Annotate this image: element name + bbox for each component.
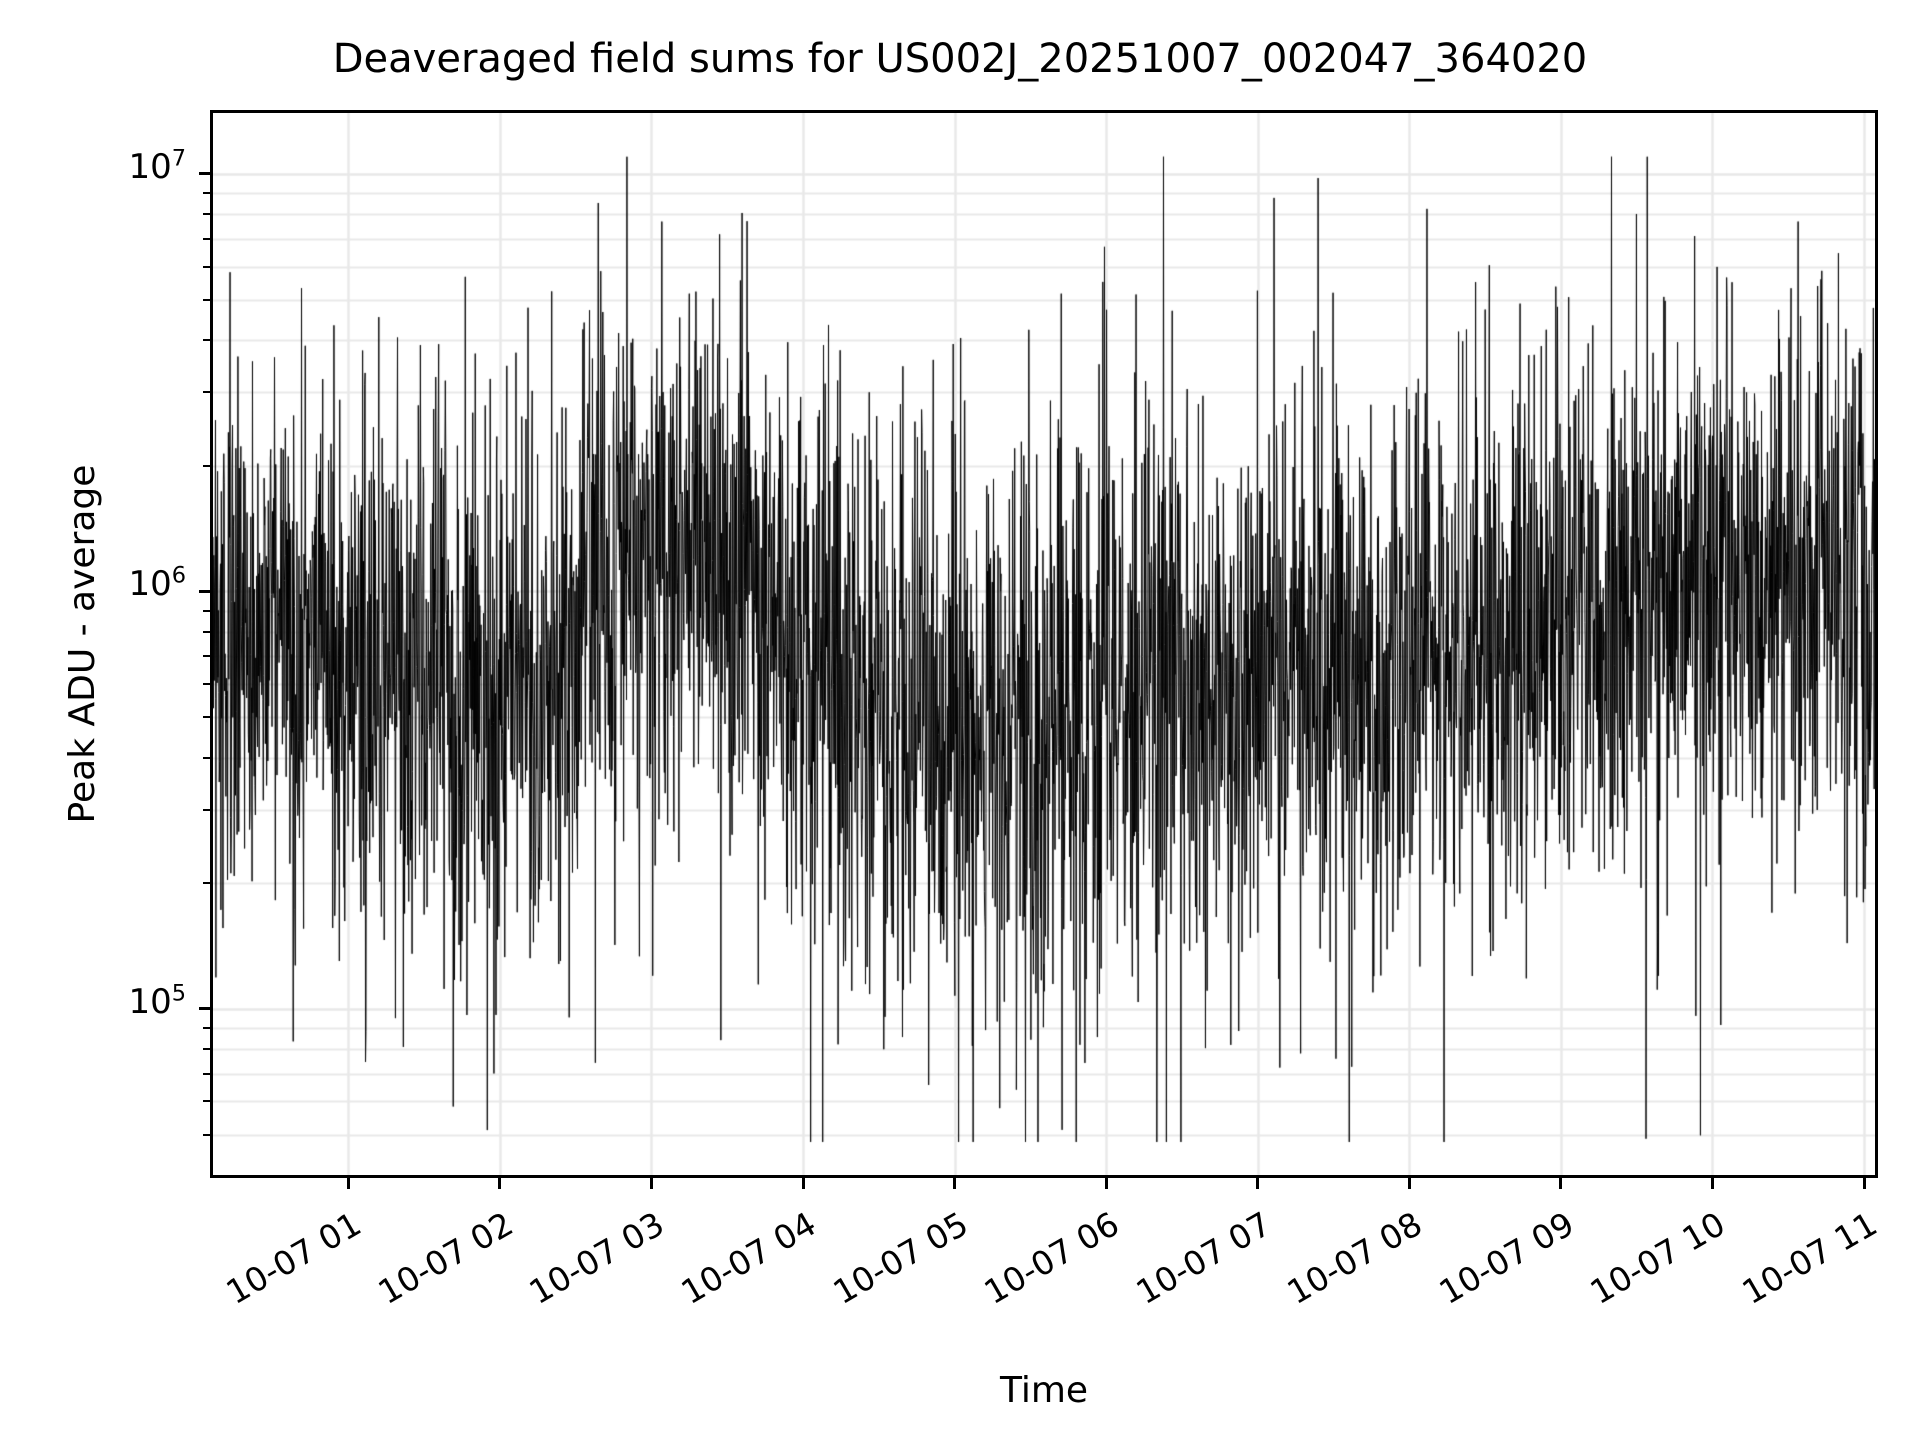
y-tick-minor: [203, 683, 210, 686]
data-series-canvas: [213, 113, 1875, 1175]
y-tick-minor: [203, 1100, 210, 1103]
x-tick-major: [1407, 1178, 1411, 1189]
y-tick-minor: [203, 808, 210, 811]
y-tick-minor: [203, 756, 210, 759]
x-tick-major: [1862, 1178, 1866, 1189]
y-axis-title: Peak ADU - average: [62, 464, 103, 824]
y-tick-minor: [203, 298, 210, 301]
y-tick-minor: [203, 237, 210, 240]
x-tick-major: [498, 1178, 502, 1189]
x-tick-major: [801, 1178, 805, 1189]
y-tick-minor: [203, 464, 210, 467]
y-tick-minor: [203, 630, 210, 633]
x-tick-major: [1256, 1178, 1260, 1189]
y-tick-major: [199, 1007, 210, 1011]
y-tick-minor: [203, 1072, 210, 1075]
y-tick-minor: [203, 192, 210, 195]
y-tick-minor: [203, 1133, 210, 1136]
x-tick-major: [1104, 1178, 1108, 1189]
x-tick-major: [346, 1178, 350, 1189]
y-tick-major: [199, 589, 210, 593]
y-tick-minor: [203, 339, 210, 342]
x-tick-major: [1710, 1178, 1714, 1189]
x-tick-major: [1559, 1178, 1563, 1189]
y-tick-minor: [203, 655, 210, 658]
y-tick-minor: [203, 609, 210, 612]
y-tick-minor: [203, 265, 210, 268]
y-tick-label: 107: [128, 145, 186, 187]
y-tick-minor: [203, 716, 210, 719]
x-tick-major: [953, 1178, 957, 1189]
y-tick-minor: [203, 213, 210, 216]
y-tick-minor: [203, 882, 210, 885]
y-tick-label: 105: [128, 980, 186, 1022]
page-title: Deaveraged field sums for US002J_2025100…: [332, 36, 1588, 82]
y-tick-minor: [203, 1048, 210, 1051]
y-tick-label: 106: [128, 563, 186, 605]
x-tick-major: [649, 1178, 653, 1189]
x-axis-title: Time: [999, 1370, 1089, 1411]
plot-axes: [210, 110, 1878, 1178]
y-tick-minor: [203, 1026, 210, 1029]
y-tick-major: [199, 172, 210, 176]
y-tick-minor: [203, 391, 210, 394]
